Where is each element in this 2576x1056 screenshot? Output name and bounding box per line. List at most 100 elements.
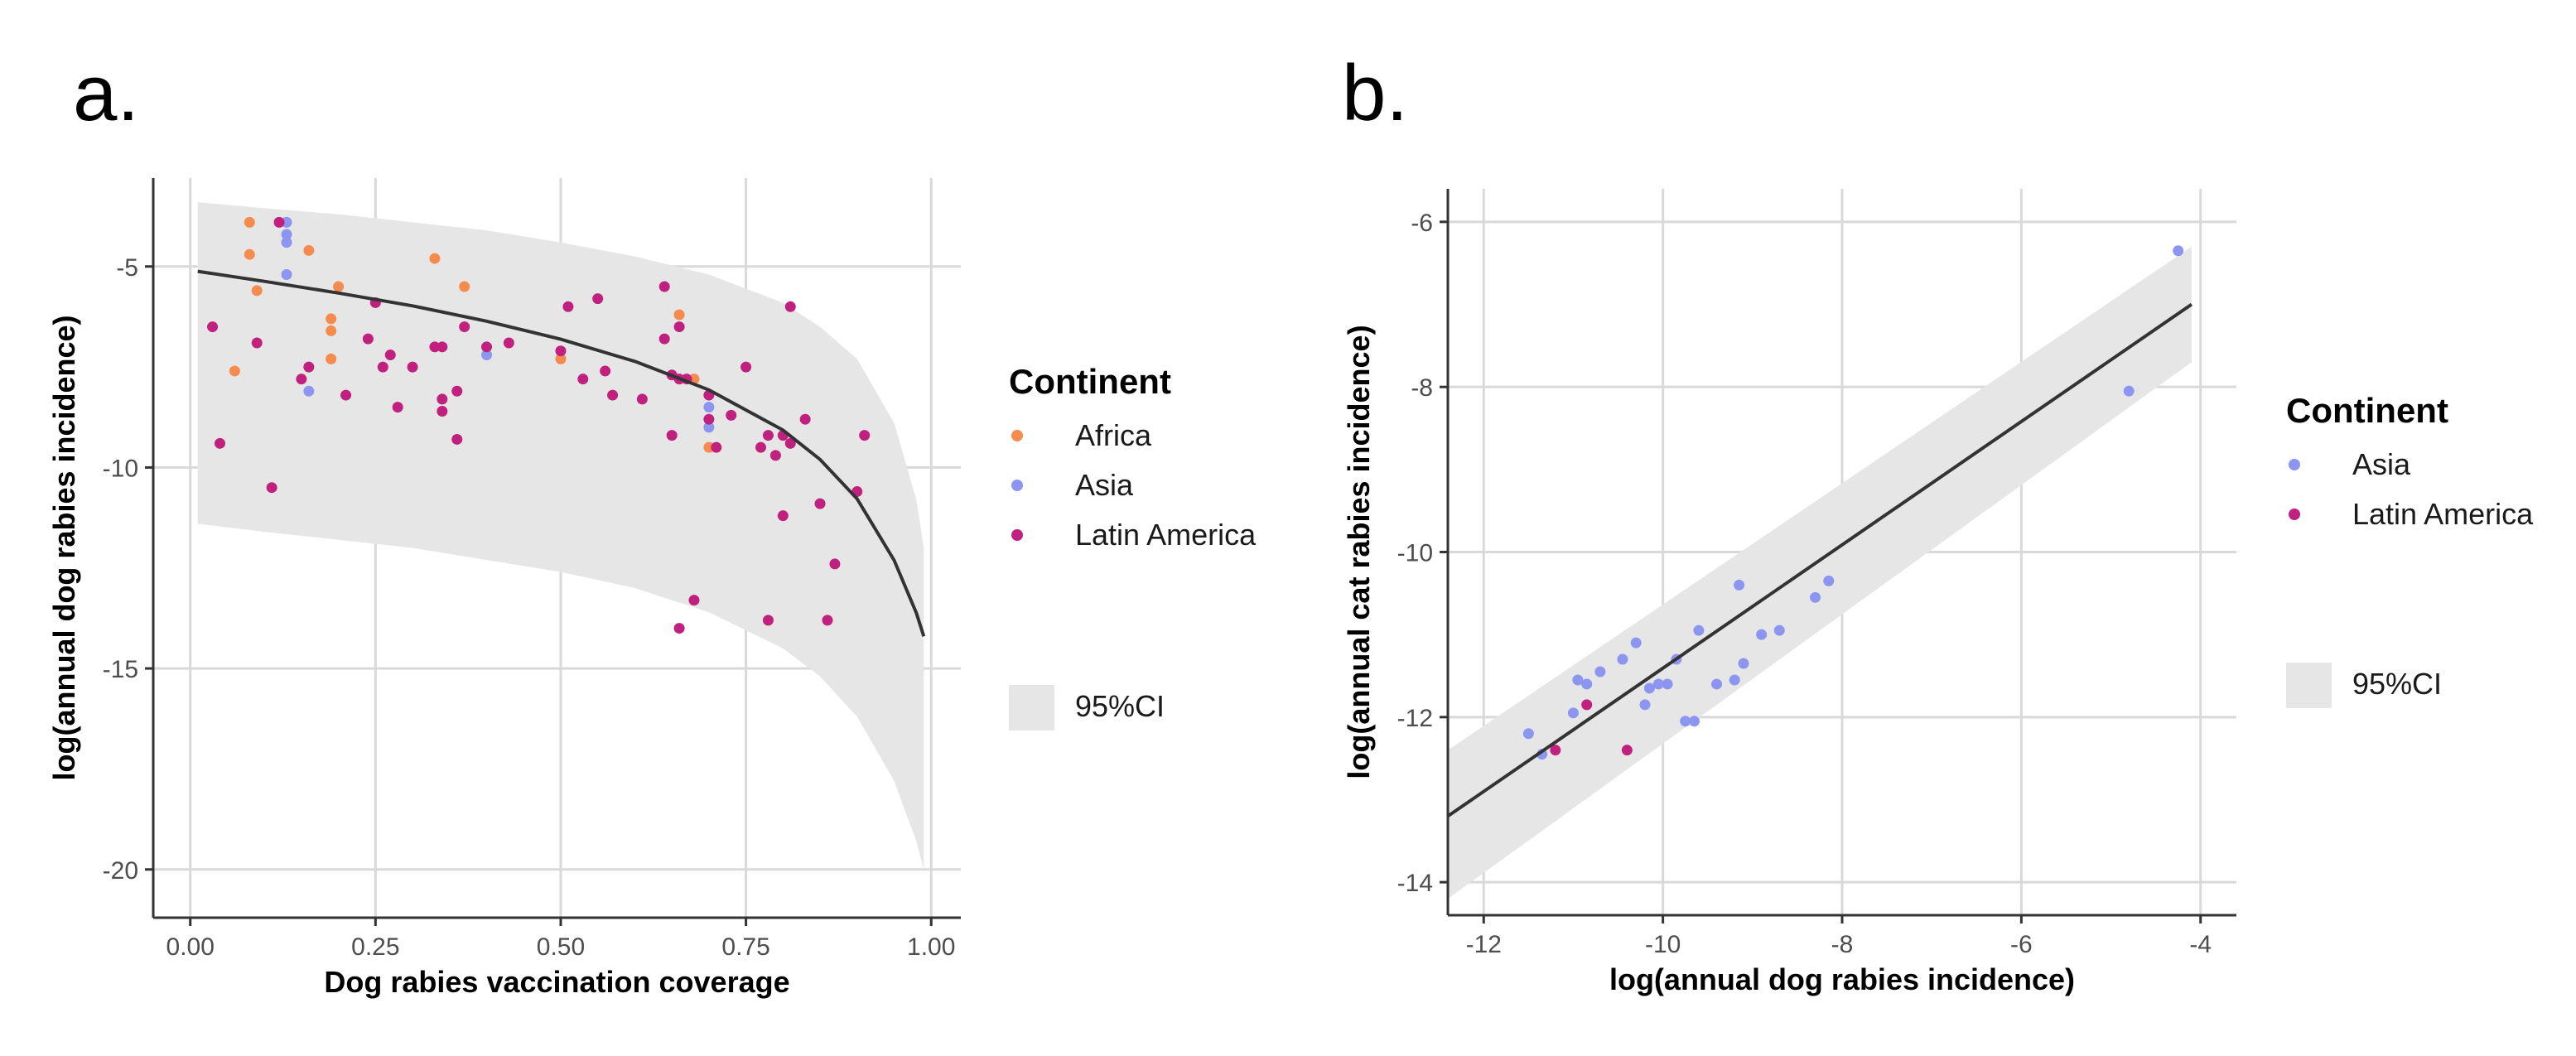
- panel-a-point-latin-america-23: [555, 345, 567, 357]
- panel-a-point-latin-america-52: [814, 498, 826, 509]
- panel-a-letter: a.: [73, 49, 139, 137]
- panel-b-legend-label-asia: Asia: [2352, 447, 2411, 481]
- panel-a-ytick-label-2: -10: [103, 455, 138, 482]
- panel-a-point-latin-america-34: [673, 321, 685, 333]
- panel-b-xtick-label-3: -6: [2010, 931, 2033, 958]
- panel-a-point-latin-america-18: [451, 385, 463, 397]
- panel-b-fit-line: [1446, 302, 2193, 818]
- panel-a-point-latin-america-26: [592, 293, 604, 305]
- panel-b-ytick-label-3: -8: [1411, 374, 1433, 402]
- panel-b-point-asia-18: [1734, 579, 1745, 591]
- panel-b-xtick-label-1: -10: [1645, 931, 1681, 958]
- panel-b-legend: Continent Asia Latin America 95%CI: [2286, 391, 2534, 708]
- panel-b-point-asia-8: [1639, 699, 1651, 711]
- panel-b-point-asia-20: [1756, 629, 1768, 640]
- panel-a-point-africa-12: [673, 309, 685, 321]
- panel-b-point-asia-24: [2123, 385, 2135, 397]
- panel-a-point-africa-5: [326, 313, 337, 325]
- panel-a-point-africa-1: [244, 248, 255, 260]
- panel-b-legend-key-latin-america: [2289, 509, 2300, 520]
- panel-b-xtick-label-2: -8: [1831, 931, 1854, 958]
- panel-b-point-asia-0: [1522, 728, 1534, 740]
- panel-a-point-latin-america-40: [703, 413, 715, 425]
- panel-a-point-latin-america-41: [711, 441, 722, 453]
- panel-b-point-latin-america-2: [1621, 745, 1633, 756]
- panel-b-point-asia-10: [1652, 678, 1664, 690]
- panel-a-xtick-label-2: 0.50: [537, 933, 585, 961]
- panel-b-point-asia-5: [1594, 666, 1606, 677]
- panel-a-point-latin-america-0: [207, 321, 219, 333]
- panel-a-point-latin-america-36: [673, 623, 685, 634]
- panel-b-legend-ci-label: 95%CI: [2352, 667, 2442, 701]
- panel-a-point-asia-3: [281, 268, 292, 280]
- panel-a-point-latin-america-17: [437, 405, 448, 417]
- panel-a-point-latin-america-38: [688, 595, 700, 606]
- panel-a-point-asia-7: [703, 422, 715, 433]
- panel-a-legend-label-latin-america: Latin America: [1075, 518, 1257, 552]
- panel-b-point-latin-america-1: [1581, 699, 1593, 711]
- panel-a-point-latin-america-7: [340, 389, 352, 401]
- panel-b-ci-band: [1448, 246, 2192, 899]
- panel-a-point-africa-9: [429, 253, 441, 264]
- panel-a-point-latin-america-14: [429, 341, 441, 353]
- panel-a-point-latin-america-54: [829, 558, 841, 570]
- panel-a-ytick-label-3: -5: [116, 254, 138, 282]
- panel-a-point-africa-8: [333, 281, 345, 292]
- panel-b-point-asia-6: [1617, 653, 1628, 665]
- panel-a-legend-key-africa: [1011, 430, 1023, 441]
- panel-b-point-asia-17: [1729, 674, 1740, 686]
- panel-a-ytick-label-0: -20: [103, 857, 138, 885]
- panel-a-point-latin-america-31: [658, 333, 670, 345]
- panel-a-point-latin-america-5: [296, 374, 307, 385]
- panel-a-point-asia-2: [281, 237, 292, 248]
- panel-a-point-africa-2: [251, 285, 263, 297]
- panel-a-legend: Continent Africa Asia Latin America 95%CI: [1009, 362, 1257, 731]
- panel-a-xtick-label-4: 1.00: [907, 933, 955, 961]
- panel-a-point-latin-america-29: [636, 393, 648, 405]
- panel-a-point-latin-america-6: [303, 361, 315, 373]
- panel-a-point-latin-america-49: [784, 301, 796, 312]
- panel-b-x-axis-title: log(annual dog rabies incidence): [1609, 962, 2075, 996]
- panel-a-point-latin-america-53: [822, 615, 833, 626]
- panel-a-point-africa-6: [326, 325, 337, 336]
- panel-b-point-asia-2: [1567, 707, 1579, 719]
- panel-a-point-latin-america-51: [799, 413, 811, 425]
- panel-a-xtick-label-0: 0.00: [166, 933, 215, 961]
- panel-b-legend-key-asia: [2289, 459, 2300, 470]
- panel-a-point-latin-america-30: [658, 281, 670, 292]
- panel-b-ytick-label-0: -14: [1397, 870, 1433, 897]
- panel-b-ytick-label-4: -6: [1411, 210, 1433, 237]
- panel-a-point-latin-america-13: [407, 361, 418, 373]
- panel-a-point-latin-america-33: [666, 430, 678, 441]
- panel-a-point-latin-america-21: [481, 341, 493, 353]
- panel-b-point-asia-22: [1810, 591, 1821, 603]
- panel-a-point-latin-america-45: [762, 430, 774, 441]
- panel-a-xtick-label-3: 0.75: [721, 933, 769, 961]
- panel-a-point-latin-america-27: [600, 365, 611, 377]
- panel-a-point-latin-america-15: [437, 341, 448, 353]
- panel-a-chart: 0.00 0.25 0.50 0.75 1.00 -20 -15 -10 -5 Dog rabie…: [47, 178, 1257, 999]
- panel-b-series-latin-america: [1550, 699, 1633, 756]
- panel-a-point-latin-america-3: [266, 482, 277, 494]
- panel-a-point-latin-america-12: [392, 402, 403, 413]
- panel-a-point-asia-1: [281, 229, 292, 240]
- panel-a-point-latin-america-56: [859, 430, 871, 441]
- panel-a-point-latin-america-46: [769, 450, 781, 461]
- panel-a-point-latin-america-43: [740, 361, 752, 373]
- panel-a-point-latin-america-11: [384, 350, 396, 361]
- panel-a-point-latin-america-8: [362, 333, 374, 345]
- panel-a-legend-title: Continent: [1009, 362, 1171, 401]
- panel-b-letter: b.: [1342, 49, 1408, 137]
- panel-a-legend-ci-label: 95%CI: [1075, 689, 1165, 723]
- panel-a-fit-line: [197, 269, 926, 637]
- panel-a-legend-ci-key: [1009, 685, 1054, 731]
- panel-a-point-asia-6: [703, 402, 715, 413]
- panel-b-point-asia-11: [1662, 678, 1673, 690]
- panel-b-point-asia-3: [1572, 674, 1584, 686]
- panel-b-point-asia-23: [1823, 575, 1835, 586]
- panel-a-point-africa-10: [459, 281, 470, 292]
- panel-a-point-latin-america-10: [377, 361, 388, 373]
- panel-a-point-latin-america-44: [755, 441, 766, 453]
- panel-b-y-axis-title: log(annual cat rabies incidence): [1342, 325, 1376, 779]
- panel-a-ytick-label-1: -15: [103, 656, 138, 683]
